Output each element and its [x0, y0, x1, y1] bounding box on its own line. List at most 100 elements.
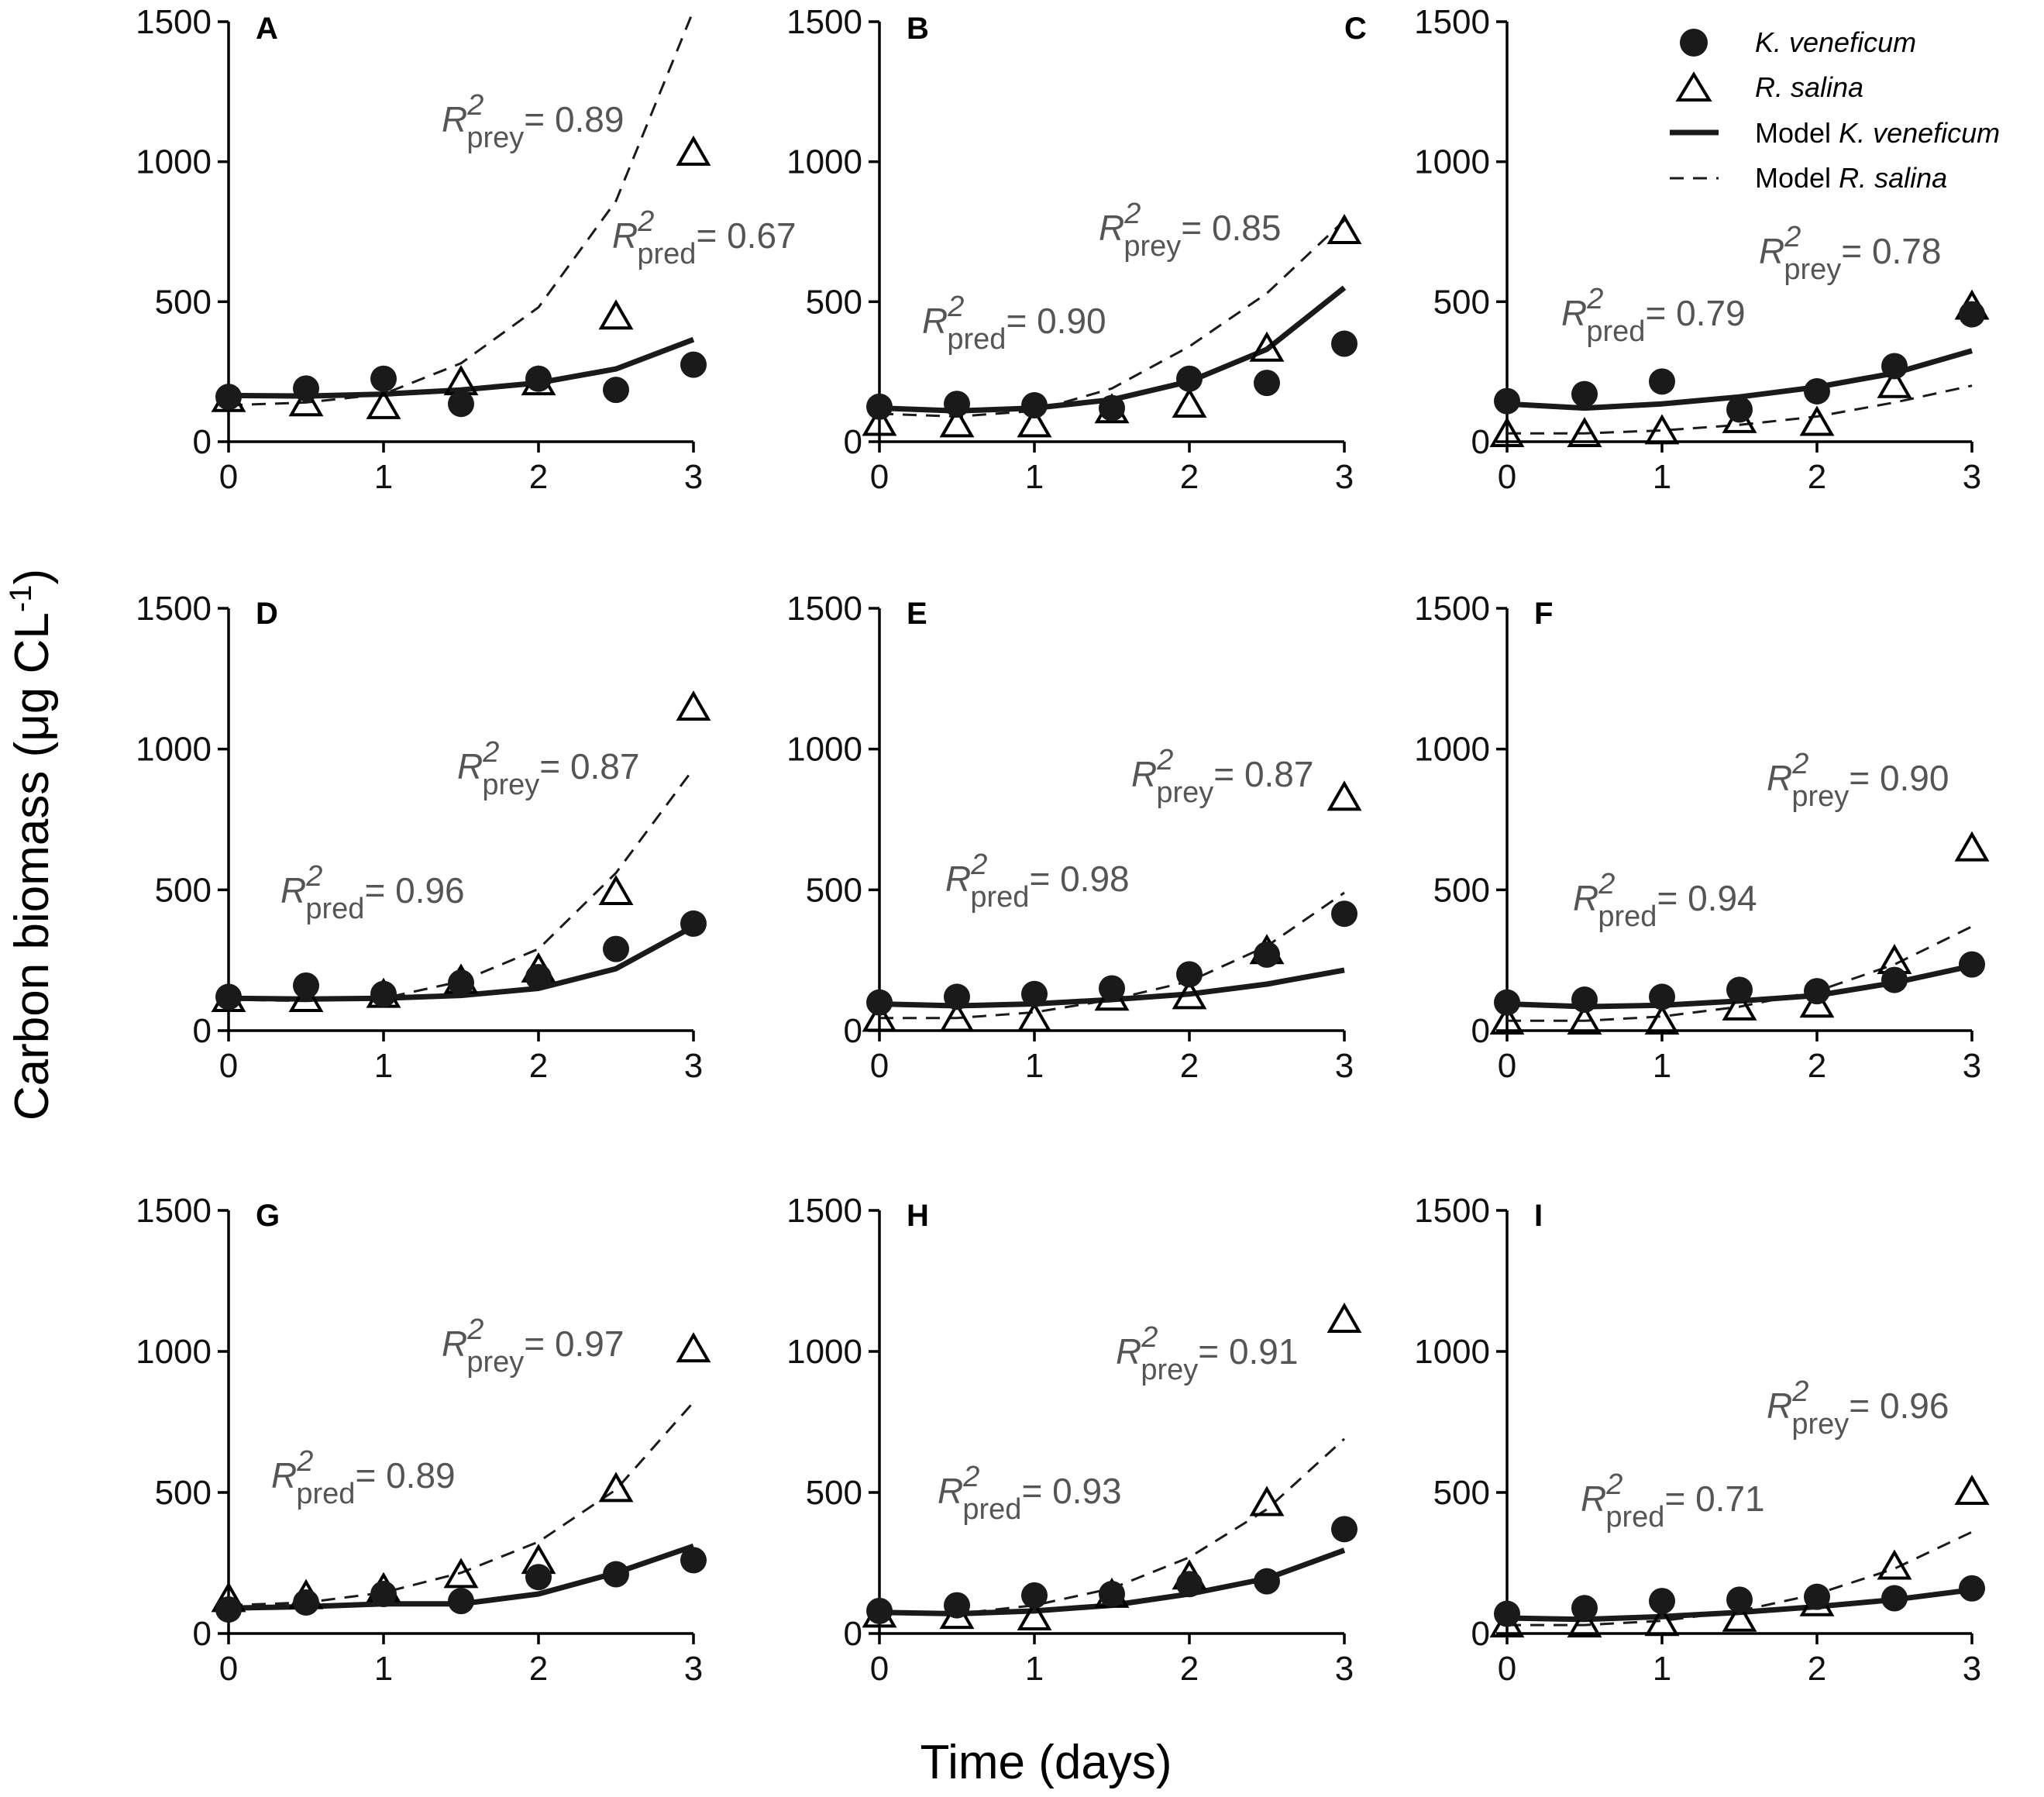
pred-point: [680, 910, 707, 937]
pred-point: [1726, 1586, 1753, 1613]
x-tick-label: 3: [1963, 1047, 1981, 1085]
prey-point: [1799, 987, 1835, 1018]
prey-point: [1489, 1004, 1525, 1035]
prey-point: [1644, 1606, 1680, 1637]
x-tick-label: 0: [1498, 458, 1516, 496]
prey-point: [1567, 416, 1602, 447]
legend-pred-label: K. veneficum: [1755, 26, 1916, 58]
prey-point: [1017, 1001, 1052, 1032]
r2-prey-label: R2 prey= 0.96: [1767, 1375, 1949, 1441]
y-tick-label: 1000: [1414, 1333, 1490, 1371]
y-tick-label: 1500: [136, 3, 212, 41]
y-tick-label: 500: [806, 1474, 862, 1512]
model-prey-line: [1507, 925, 1973, 1022]
panel-label: E: [907, 597, 927, 631]
panel-label: A: [256, 12, 278, 46]
x-tick-label: 2: [1180, 1650, 1199, 1688]
panel-a: 0 500 1000 1500 0 1 2 3 A R2 prey= 0.89 R2 pred= 0.6…: [136, 3, 797, 496]
x-tick-label: 0: [870, 1650, 889, 1688]
x-tick-label: 3: [684, 1047, 703, 1085]
pred-point: [1021, 980, 1048, 1007]
x-tick-label: 1: [1025, 1650, 1044, 1688]
pred-point: [215, 1596, 242, 1623]
pred-point: [1254, 1568, 1280, 1595]
x-tick-label: 1: [1025, 1047, 1044, 1085]
x-tick-label: 1: [374, 458, 393, 496]
pred-point: [1881, 1585, 1908, 1612]
r2-pred-label: R2 pred= 0.71: [1581, 1468, 1765, 1534]
r2-prey-label: R2 prey= 0.87: [457, 736, 639, 801]
prey-point: [598, 874, 634, 905]
y-tick-label: 1000: [1414, 731, 1490, 769]
pred-point: [680, 1547, 707, 1574]
x-tick-label: 2: [529, 1047, 548, 1085]
x-tick-label: 0: [219, 1650, 238, 1688]
model-prey-line: [1507, 384, 1973, 435]
pred-point: [525, 963, 552, 990]
panel-label: G: [256, 1199, 280, 1233]
r2-prey-label: R2 prey= 0.85: [1099, 198, 1281, 263]
pred-point: [1726, 976, 1753, 1003]
x-tick-label: 0: [870, 1047, 889, 1085]
r2-pred-label: R2 pred= 0.79: [1561, 283, 1746, 348]
x-tick-label: 3: [1335, 1047, 1354, 1085]
pred-point: [944, 391, 970, 418]
prey-point: [1644, 414, 1680, 445]
x-tick-label: 3: [1335, 1650, 1354, 1688]
x-tick-label: 1: [374, 1047, 393, 1085]
y-tick-label: 0: [193, 1012, 212, 1050]
panel-label: F: [1534, 597, 1553, 631]
r2-pred-label: R2 pred= 0.89: [271, 1445, 456, 1510]
y-tick-label: 1000: [786, 731, 862, 769]
pred-point: [1331, 330, 1358, 357]
y-tick-label: 500: [1433, 871, 1490, 909]
panel-b: 0 500 1000 1500 0 1 2 3 B R2 prey= 0.85 R2 pred= 0.9…: [786, 3, 1362, 496]
y-tick-label: 1000: [1414, 143, 1490, 181]
y-tick-label: 1500: [786, 3, 862, 41]
y-tick-label: 0: [1471, 1012, 1490, 1050]
pred-point: [866, 989, 893, 1016]
prey-point: [939, 1001, 975, 1032]
prey-point: [862, 1001, 897, 1032]
r2-pred-label: R2 pred= 0.94: [1573, 868, 1757, 933]
prey-point: [1954, 1474, 1990, 1505]
x-tick-label: 0: [1498, 1650, 1516, 1688]
r2-prey-label: R2 prey= 0.87: [1131, 744, 1313, 809]
pred-point: [1959, 1575, 1985, 1602]
pred-point: [1804, 1583, 1830, 1610]
x-tick-label: 3: [1335, 458, 1354, 496]
r2-pred-label: R2 pred= 0.93: [938, 1461, 1122, 1526]
pred-point: [866, 393, 893, 420]
y-tick-label: 500: [1433, 283, 1490, 321]
pred-point: [866, 1597, 893, 1624]
pred-point: [1959, 951, 1985, 978]
prey-point: [288, 386, 324, 417]
x-tick-label: 3: [684, 1650, 703, 1688]
y-tick-label: 0: [193, 423, 212, 461]
prey-point: [676, 135, 711, 166]
pred-point: [370, 365, 397, 392]
prey-point: [288, 982, 324, 1013]
pred-point: [293, 375, 319, 402]
prey-point: [1327, 213, 1362, 244]
legend-pred-marker: [1680, 29, 1708, 57]
pred-point: [1649, 368, 1675, 395]
x-tick-label: 3: [1963, 1650, 1981, 1688]
prey-point: [1327, 780, 1362, 811]
prey-point: [1172, 387, 1207, 418]
y-tick-label: 1000: [786, 1333, 862, 1371]
pred-point: [1331, 900, 1358, 928]
pred-point: [1099, 394, 1125, 422]
pred-point: [1331, 1516, 1358, 1543]
y-tick-label: 1000: [136, 731, 212, 769]
x-tick-label: 0: [219, 1047, 238, 1085]
pred-point: [1726, 396, 1753, 423]
r2-pred-label: R2 pred= 0.90: [922, 291, 1106, 356]
y-tick-label: 0: [1471, 423, 1490, 461]
pred-point: [944, 1592, 970, 1619]
prey-point: [598, 299, 634, 330]
y-tick-label: 500: [806, 871, 862, 909]
y-tick-label: 1500: [1414, 1192, 1490, 1230]
